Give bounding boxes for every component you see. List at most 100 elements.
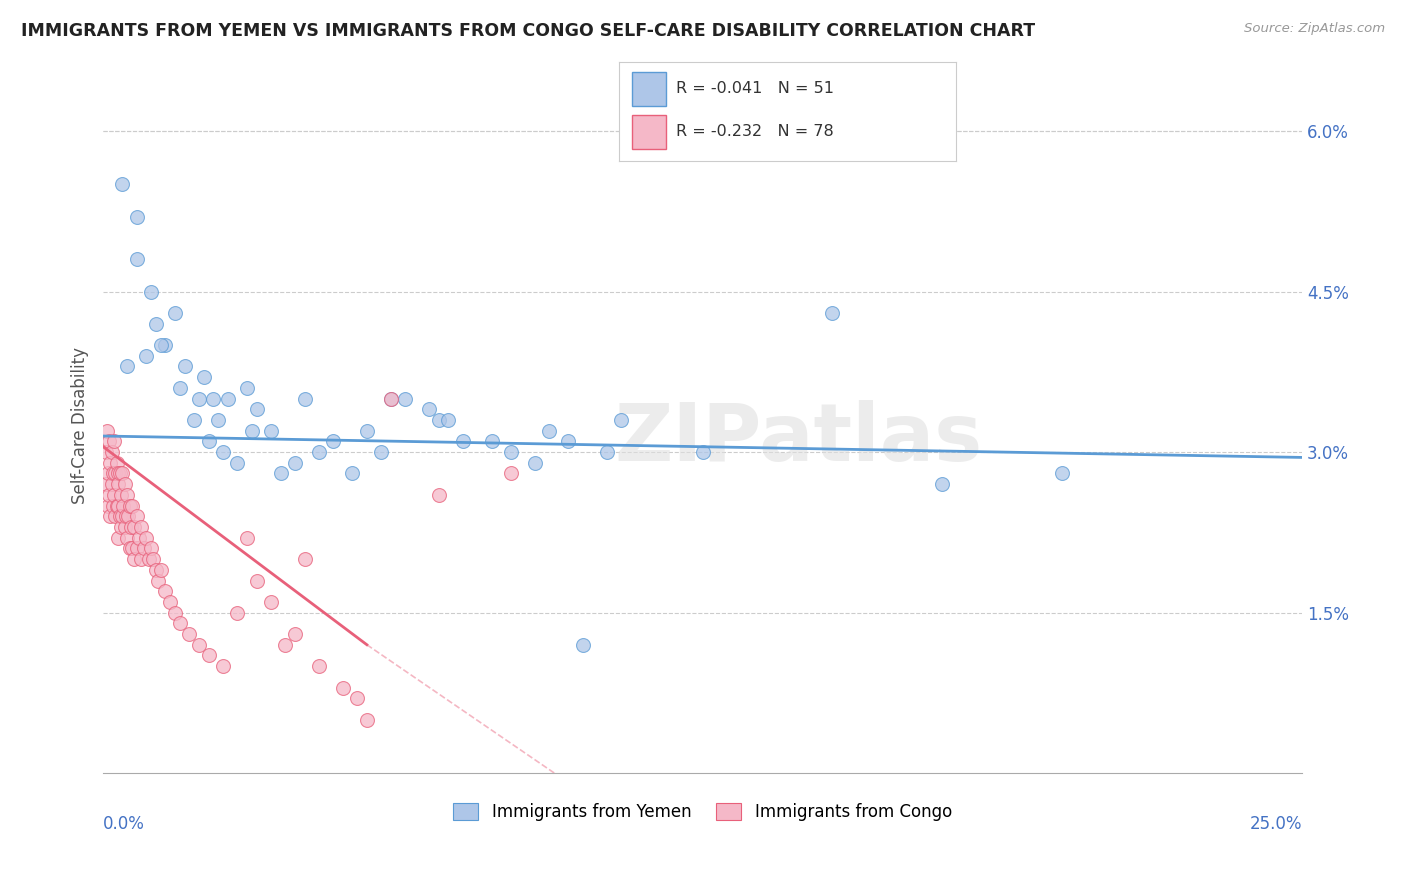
Point [284, 627, 307, 641]
Point [118, 499, 141, 513]
Point [108, 467, 131, 481]
Point [105, 499, 128, 513]
Point [523, 456, 546, 470]
Point [245, 402, 267, 417]
Point [97, 467, 120, 481]
Point [212, 445, 235, 459]
Point [125, 252, 148, 267]
Point [107, 467, 129, 481]
Point [111, 467, 134, 481]
Point [101, 467, 124, 481]
Point [131, 520, 153, 534]
Point [557, 434, 579, 449]
Point [193, 370, 215, 384]
Point [346, 691, 368, 706]
Point [111, 509, 134, 524]
Point [245, 574, 267, 588]
Point [595, 445, 617, 459]
Point [332, 681, 354, 695]
Point [115, 359, 138, 374]
Point [148, 574, 170, 588]
Point [294, 392, 316, 406]
Point [260, 595, 283, 609]
Point [145, 563, 167, 577]
Point [125, 210, 148, 224]
Point [98, 509, 121, 524]
Point [202, 392, 225, 406]
Point [97, 499, 120, 513]
Point [103, 488, 125, 502]
Point [97, 434, 120, 449]
Point [188, 392, 211, 406]
Point [197, 434, 219, 449]
Point [94, 477, 117, 491]
Point [115, 488, 138, 502]
Text: R = -0.232   N = 78: R = -0.232 N = 78 [676, 124, 834, 138]
Point [98, 456, 121, 470]
Point [499, 445, 522, 459]
Point [212, 659, 235, 673]
Point [107, 477, 129, 491]
Point [370, 445, 392, 459]
Point [115, 509, 138, 524]
Point [159, 595, 181, 609]
Point [103, 434, 125, 449]
Point [105, 456, 128, 470]
Text: Source: ZipAtlas.com: Source: ZipAtlas.com [1244, 22, 1385, 36]
FancyBboxPatch shape [633, 115, 666, 149]
Text: R = -0.041   N = 51: R = -0.041 N = 51 [676, 81, 834, 96]
Point [169, 381, 191, 395]
Point [236, 531, 259, 545]
Point [125, 541, 148, 556]
Point [101, 499, 124, 513]
Point [197, 648, 219, 663]
Point [155, 338, 177, 352]
Point [131, 552, 153, 566]
Point [142, 552, 165, 566]
Point [169, 616, 191, 631]
Point [308, 659, 330, 673]
Point [104, 467, 127, 481]
Point [308, 445, 330, 459]
Point [125, 509, 148, 524]
Point [110, 488, 132, 502]
Point [236, 381, 259, 395]
Point [260, 424, 283, 438]
Point [418, 402, 440, 417]
Point [356, 713, 378, 727]
Point [124, 520, 146, 534]
Point [240, 424, 263, 438]
Point [821, 306, 844, 320]
Point [139, 285, 162, 299]
Point [610, 413, 633, 427]
Point [107, 531, 129, 545]
Point [139, 541, 162, 556]
Point [394, 392, 416, 406]
Point [120, 520, 142, 534]
Point [132, 541, 155, 556]
Point [356, 424, 378, 438]
Point [100, 477, 122, 491]
Point [165, 306, 187, 320]
Point [121, 499, 143, 513]
Point [97, 488, 120, 502]
Point [149, 563, 172, 577]
Point [138, 552, 160, 566]
Point [188, 638, 211, 652]
Point [108, 509, 131, 524]
Point [112, 499, 135, 513]
Point [226, 606, 249, 620]
Point [294, 552, 316, 566]
Point [380, 392, 402, 406]
Point [342, 467, 364, 481]
Legend: Immigrants from Yemen, Immigrants from Congo: Immigrants from Yemen, Immigrants from C… [447, 796, 959, 828]
Point [183, 413, 205, 427]
Point [165, 606, 187, 620]
Point [427, 488, 450, 502]
Point [481, 434, 503, 449]
Point [1050, 467, 1073, 481]
Point [94, 445, 117, 459]
Point [571, 638, 593, 652]
Point [111, 178, 134, 192]
Point [270, 467, 292, 481]
